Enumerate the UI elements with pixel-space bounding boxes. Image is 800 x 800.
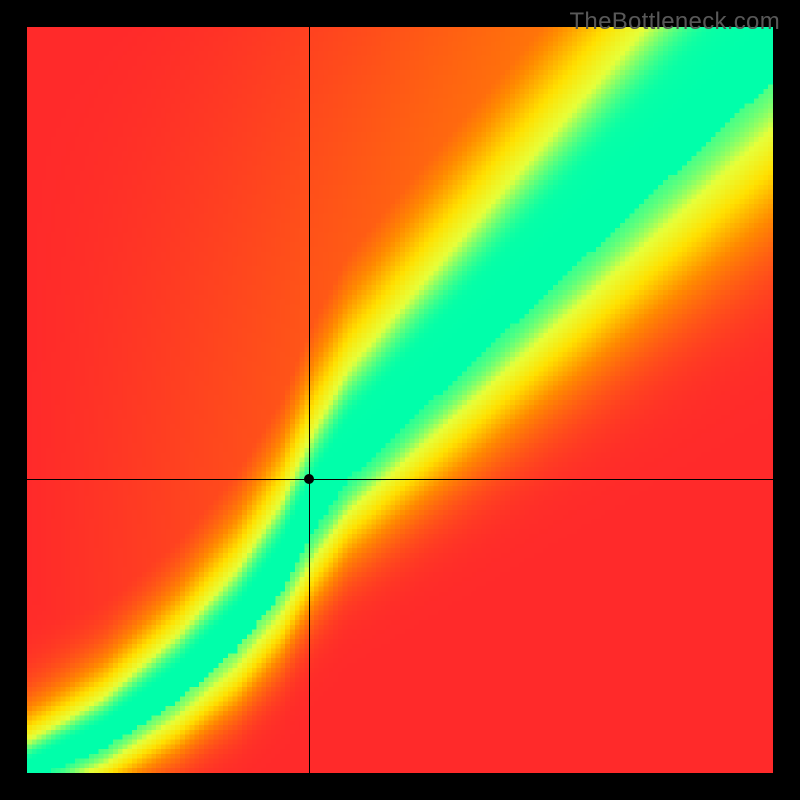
selection-dot — [304, 474, 314, 484]
figure-container: TheBottleneck.com — [0, 0, 800, 800]
plot-area — [27, 27, 773, 773]
crosshair-vertical — [309, 27, 310, 773]
heatmap-canvas — [27, 27, 773, 773]
watermark-label: TheBottleneck.com — [569, 8, 780, 36]
crosshair-horizontal — [27, 479, 773, 480]
